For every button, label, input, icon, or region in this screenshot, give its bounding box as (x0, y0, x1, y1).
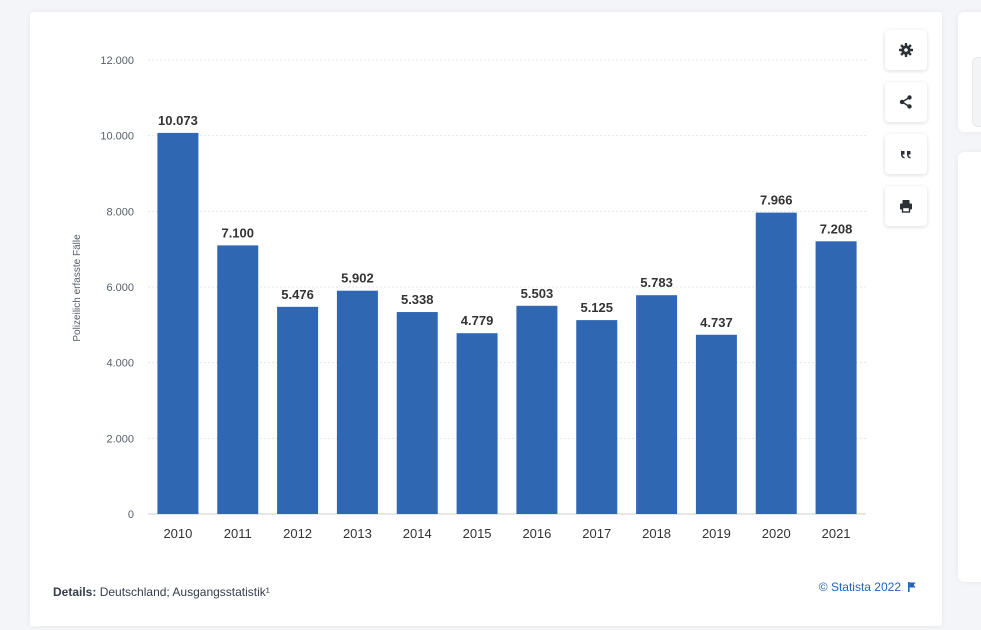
bar[interactable] (217, 245, 259, 514)
data-label: 4.779 (461, 313, 494, 328)
x-tick-label: 2016 (522, 526, 551, 541)
flag-icon (908, 582, 916, 592)
source-credit[interactable]: © Statista 2022 (819, 580, 917, 594)
chart-toolbar (885, 30, 927, 238)
chart-details: Details: Deutschland; Ausgangsstatistik¹ (53, 585, 270, 599)
y-tick-label: 10.000 (100, 131, 134, 143)
x-tick-label: 2018 (642, 526, 671, 541)
x-tick-label: 2014 (403, 526, 432, 541)
data-label: 7.100 (221, 225, 254, 240)
x-tick-label: 2021 (822, 526, 851, 541)
x-tick-label: 2019 (702, 526, 731, 541)
bar[interactable] (695, 334, 737, 514)
x-tick-label: 2011 (224, 526, 252, 541)
data-label: 10.073 (158, 113, 198, 128)
side-panel-control[interactable] (972, 57, 981, 127)
details-label: Details: (53, 585, 97, 599)
bar[interactable] (277, 306, 319, 514)
x-axis-ticks: 2010 2011 2012 2013 2014 2015 2016 2017 2018 2019… (163, 526, 850, 541)
data-label: 5.476 (281, 287, 314, 302)
data-labels: 10.073 7.100 5.476 5.902 5.338 4.779 5.503 5.12… (158, 113, 852, 330)
settings-button[interactable] (885, 30, 927, 70)
bar[interactable] (815, 241, 857, 514)
x-tick-label: 2015 (463, 526, 492, 541)
data-label: 4.737 (700, 315, 733, 330)
bar[interactable] (456, 333, 498, 514)
bar[interactable] (755, 212, 797, 514)
y-tick-label: 8.000 (106, 206, 134, 218)
data-label: 5.902 (341, 271, 374, 286)
details-text: Deutschland; Ausgangsstatistik¹ (99, 585, 270, 599)
bars (157, 132, 857, 514)
x-tick-label: 2010 (163, 526, 192, 541)
cite-button[interactable] (885, 134, 927, 174)
bar[interactable] (516, 305, 558, 514)
data-label: 7.966 (760, 193, 793, 208)
side-panel-bottom (958, 152, 981, 582)
x-tick-label: 2020 (762, 526, 791, 541)
share-button[interactable] (885, 82, 927, 122)
data-label: 5.503 (521, 286, 554, 301)
bar[interactable] (636, 295, 678, 514)
y-axis-label: Polizeilich erfasste Fälle (72, 234, 83, 342)
y-tick-label: 4.000 (106, 358, 134, 370)
side-panel-top (958, 12, 981, 132)
print-icon (900, 200, 912, 213)
y-tick-label: 12.000 (100, 55, 134, 67)
bar[interactable] (396, 312, 438, 514)
data-label: 5.338 (401, 292, 434, 307)
share-icon (899, 95, 912, 109)
data-label: 5.125 (580, 300, 613, 315)
data-label: 5.783 (640, 275, 673, 290)
bar[interactable] (157, 132, 199, 514)
grid-lines (148, 59, 866, 515)
x-tick-label: 2013 (343, 526, 372, 541)
data-label: 7.208 (820, 221, 853, 236)
gear-icon (899, 43, 913, 57)
y-tick-label: 0 (128, 509, 134, 521)
x-tick-label: 2017 (582, 526, 611, 541)
x-tick-label: 2012 (283, 526, 312, 541)
bar[interactable] (336, 290, 378, 514)
quote-icon (901, 151, 911, 159)
y-tick-label: 6.000 (106, 282, 134, 294)
y-tick-label: 2.000 (106, 433, 134, 445)
y-axis-ticks: 0 2.000 4.000 6.000 8.000 10.000 12.000 (100, 55, 134, 521)
print-button[interactable] (885, 186, 927, 226)
credit-text[interactable]: © Statista 2022 (818, 580, 901, 594)
bar[interactable] (576, 320, 618, 514)
